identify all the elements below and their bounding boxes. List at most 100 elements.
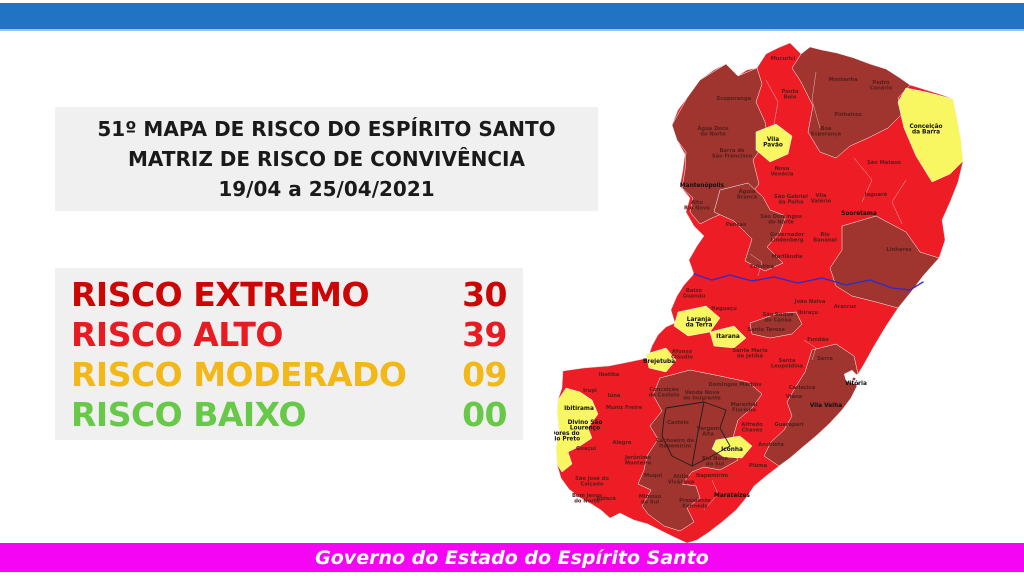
municipality-label: Santa Teresa [747, 327, 785, 333]
municipality-label: Jaguaré [864, 191, 888, 198]
municipality-label: Ibitirama [564, 406, 594, 412]
municipality-label: Rio Bananal [813, 232, 837, 243]
legend-label-baixo: RISCO BAIXO [71, 394, 307, 434]
municipality-label: Iúna [608, 392, 621, 399]
legend-label-extremo: RISCO EXTREMO [71, 274, 370, 314]
municipality-label: Vargem Alta [697, 426, 719, 437]
municipality-label: Guaçuí [576, 445, 597, 452]
region-south-extremo [637, 369, 763, 532]
top-blue-bar [0, 3, 1024, 31]
vitoria-bay [844, 370, 859, 384]
border-hairline [749, 253, 763, 277]
municipality-label: Iconha [721, 447, 743, 453]
municipality-label: Marechal Floriano [731, 402, 758, 413]
municipality-label: Brejetuba [643, 359, 675, 365]
region-iconha [711, 435, 753, 459]
municipality-label: Domingos Martins [708, 382, 761, 388]
municipality-label: Rio Novo do Sul [702, 456, 728, 467]
municipality-label: Alto Rio Novo [684, 200, 710, 211]
municipality-label: Aracruz [834, 304, 856, 310]
municipality-label: Irupi [583, 388, 597, 394]
municipality-label: Pedro Canário [870, 80, 893, 91]
municipality-label: Vila Valério [811, 193, 832, 204]
state-map: Mucurici Ponto Belo Montanha Pedro Canário Eco… [550, 40, 968, 548]
black-border-cluster [661, 401, 731, 467]
region-linhares-extremo [829, 215, 940, 309]
municipality-label: Mimoso do Sul [639, 494, 662, 505]
municipality-label: Vila Pavão [763, 137, 783, 148]
municipality-label: Governador Lindenberg [770, 232, 805, 243]
municipality-label: Pancas [726, 222, 747, 228]
municipality-label: Conceição da Barra [909, 124, 942, 135]
municipality-label: São Roque do Canaã [762, 312, 794, 323]
municipality-label: Alfredo Chaves [741, 422, 763, 433]
municipality-label: São Gabriel da Palha [774, 194, 808, 205]
legend-row-extremo: RISCO EXTREMO 30 [71, 274, 507, 314]
region-brejetuba [645, 347, 677, 373]
legend-count-extremo: 30 [462, 274, 507, 314]
border-hairline [853, 157, 873, 203]
rio-doce-river [693, 273, 924, 291]
municipality-label: São Mateus [867, 160, 901, 166]
municipality-label: Muqui [644, 473, 662, 479]
risk-legend: RISCO EXTREMO 30 RISCO ALTO 39 RISCO MOD… [55, 268, 523, 440]
municipality-label: Piúma [749, 462, 768, 469]
municipality-label: Fundão [807, 337, 829, 343]
legend-row-baixo: RISCO BAIXO 00 [71, 394, 507, 434]
legend-count-alto: 39 [462, 314, 507, 354]
region-conceicao-da-barra [897, 87, 964, 183]
region-itarana [709, 325, 747, 349]
municipality-label: Barra de São Francisco [712, 148, 753, 159]
municipality-label: Itarana [716, 334, 740, 340]
legend-label-alto: RISCO ALTO [71, 314, 283, 354]
legend-count-moderado: 09 [462, 354, 507, 394]
municipality-label: Conceição do Castelo [649, 387, 680, 398]
municipality-label: Águia Branca [737, 188, 758, 200]
municipality-label: Santa Maria de Jetibá [732, 348, 768, 359]
municipality-label: Vitória [845, 380, 867, 387]
legend-row-moderado: RISCO MODERADO 09 [71, 354, 507, 394]
municipality-label: Vila Velha [810, 403, 843, 409]
title-box: 51º MAPA DE RISCO DO ESPÍRITO SANTO MATR… [55, 107, 598, 211]
border-hairline [803, 339, 817, 361]
municipality-label: São Domingos do Norte [760, 214, 802, 225]
title-line-3: 19/04 a 25/04/2021 [218, 177, 435, 201]
espirito-santo-map: Mucurici Ponto Belo Montanha Pedro Canário Eco… [550, 42, 964, 544]
municipality-label: Cariacica [789, 385, 816, 391]
municipality-labels: Mucurici Ponto Belo Montanha Pedro Canário Eco… [550, 56, 943, 509]
municipality-label: Presidente Kennedy [679, 498, 711, 509]
municipality-label: Venda Nova do Imigrante [683, 390, 721, 401]
municipality-label: Bom Jesus do Norte [572, 493, 602, 504]
municipality-label: Jerônimo Monteiro [624, 454, 652, 466]
border-hairline [891, 179, 907, 225]
legend-row-alto: RISCO ALTO 39 [71, 314, 507, 354]
municipality-label: Itapemirim [696, 473, 728, 479]
municipality-label: Afonso Cláudio [671, 349, 693, 360]
footer-bar: Governo do Estado do Espírito Santo [0, 543, 1024, 572]
legend-count-baixo: 00 [462, 394, 507, 434]
municipality-label: Divino São Lourenço [568, 420, 603, 431]
municipality-label: Baixo Guandu [683, 288, 706, 299]
municipality-label: Marataízes [714, 492, 750, 499]
title-line-1: 51º MAPA DE RISCO DO ESPÍRITO SANTO [97, 117, 556, 141]
municipality-label: Ponto Belo [781, 89, 799, 100]
municipality-label: Alegre [612, 440, 632, 446]
municipality-label: Guarapari [774, 422, 803, 428]
municipality-label: Mucurici [771, 56, 796, 62]
municipality-label: Colatina [750, 264, 775, 270]
vitoria-island [857, 383, 859, 385]
municipality-label: Laranja da Terra [686, 317, 713, 328]
municipality-label: Boa Esperança [811, 126, 842, 137]
municipality-label: João Neiva [794, 299, 826, 305]
municipality-label: Viana [786, 394, 803, 400]
region-santa-teresa-extremo [749, 311, 803, 339]
municipality-label: Ibatiba [599, 372, 620, 378]
municipality-label: Santa Leopoldina [771, 358, 804, 369]
region-vila-pavao [755, 123, 793, 163]
municipality-label: São José do Calçado [575, 475, 609, 487]
municipality-label: Dores doRio Preto [554, 431, 580, 442]
vitoria-island [852, 377, 856, 381]
municipality-label: Apiacá [596, 495, 616, 502]
municipality-label: Sooretama [841, 211, 877, 217]
municipality-label: Atílio Vivácqua [668, 473, 695, 485]
